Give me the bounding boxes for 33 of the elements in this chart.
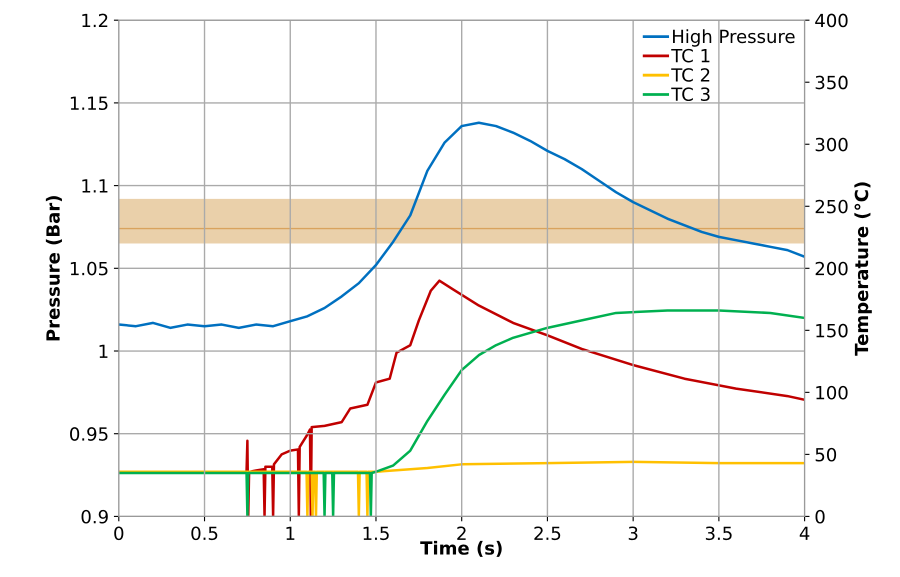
y-tick-label: 1.2: [82, 14, 108, 28]
y-tick-label: 0.95: [70, 427, 108, 441]
x-tick-label: 0.5: [191, 526, 218, 540]
legend-label: TC 3: [671, 87, 710, 102]
y2-tick-label: 400: [815, 14, 848, 28]
y-axis-title: Pressure (Bar): [46, 196, 62, 340]
y-tick-label: 1.05: [70, 262, 108, 276]
y2-tick-label: 0: [816, 510, 825, 524]
y-tick-label: 1.1: [82, 179, 108, 192]
x-tick-label: 4: [800, 526, 810, 540]
x-tick-label: 2.5: [534, 526, 560, 540]
y2-tick-label: 250: [816, 200, 848, 214]
y2-tick-label: 300: [816, 138, 848, 152]
x-tick-label: 0: [114, 526, 124, 540]
x-tick-label: 1: [286, 526, 294, 540]
y-tick-label: 1.15: [70, 96, 108, 110]
legend-label: High Pressure: [673, 29, 795, 47]
legend-label: TC 1: [671, 48, 710, 62]
line-series: [118, 121, 805, 330]
y2-axis-title: Temperature (°C): [854, 182, 872, 356]
y2-tick-label: 150: [816, 324, 848, 338]
y2-tick-label: 50: [816, 448, 836, 462]
x-tick-label: 1.5: [364, 526, 389, 540]
legend-label: TC 2: [671, 68, 710, 82]
x-tick-label: 2: [457, 526, 466, 540]
y-tick-label: 1: [100, 344, 108, 358]
y2-tick-label: 350: [816, 76, 848, 90]
x-tick-label: 3: [628, 526, 638, 540]
y2-tick-label: 200: [816, 262, 848, 276]
y-tick-label: 0.9: [82, 510, 108, 524]
x-axis-title: Time (s): [420, 540, 502, 557]
x-tick-label: 3.5: [706, 526, 732, 540]
y2-tick-label: 100: [816, 386, 848, 400]
